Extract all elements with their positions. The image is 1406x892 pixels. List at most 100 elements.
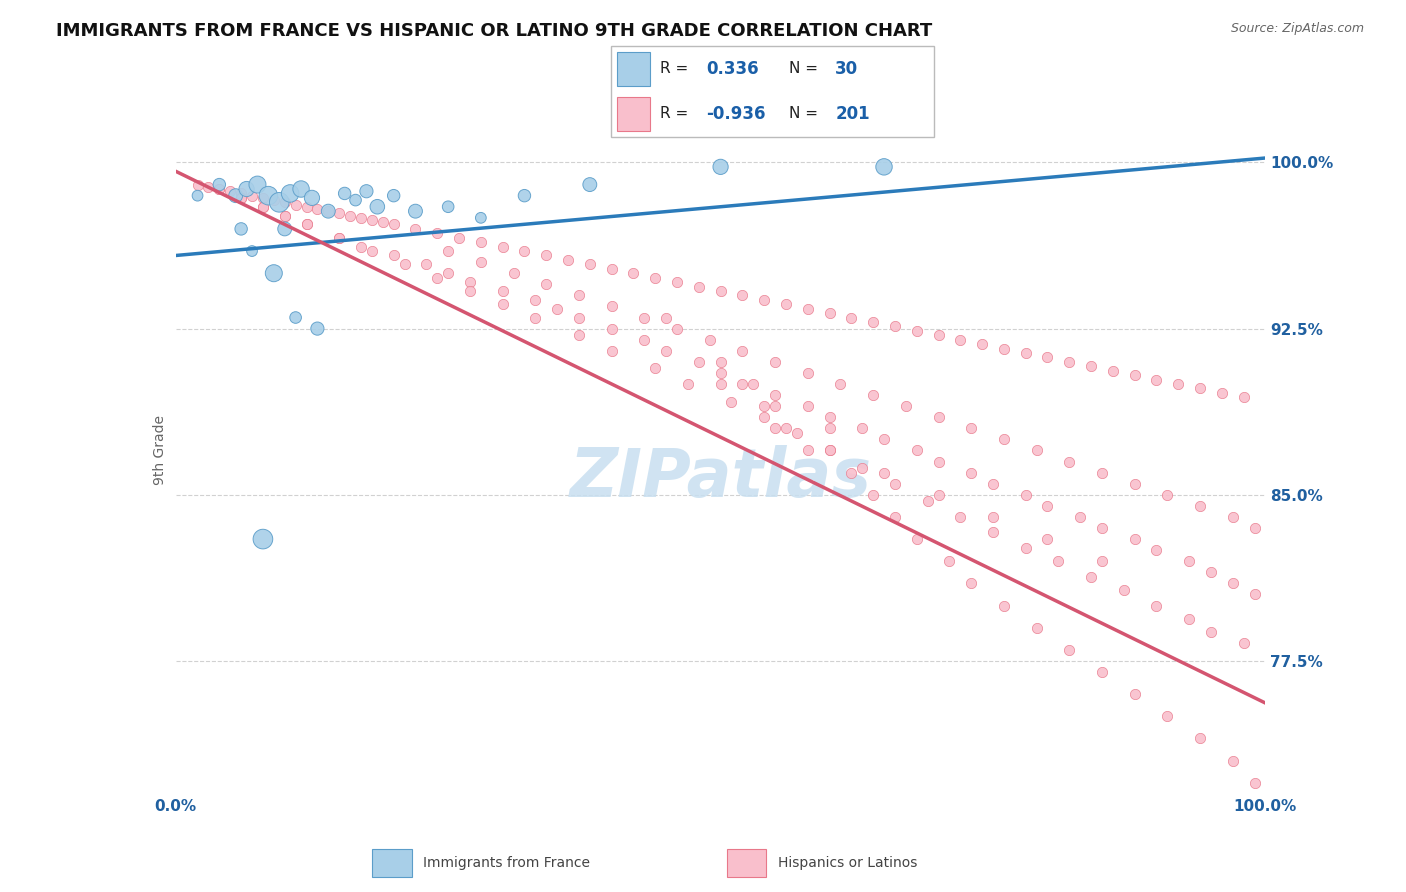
Point (356, 184, 378, 198)
Point (949, 510, 972, 524)
Point (754, 410, 776, 425)
Point (405, 222, 427, 236)
Point (862, 488, 884, 502)
Point (1232, 390, 1256, 404)
Text: R =: R = (661, 62, 693, 77)
Point (1144, 599, 1167, 613)
Point (949, 333, 972, 347)
Point (1123, 368, 1146, 383)
Point (981, 510, 1004, 524)
Point (295, 218, 318, 232)
Point (1156, 488, 1178, 502)
Point (470, 211, 492, 225)
Point (873, 466, 896, 480)
Point (1080, 359, 1102, 374)
Point (415, 257, 437, 271)
Point (284, 197, 307, 211)
Point (873, 433, 896, 447)
Point (231, 222, 253, 236)
Point (405, 204, 427, 219)
Point (307, 202, 329, 216)
Point (710, 366, 733, 380)
Point (644, 270, 666, 285)
Point (1091, 466, 1114, 480)
Point (905, 532, 928, 546)
Point (1091, 554, 1114, 568)
Bar (617, 97, 651, 131)
Point (1057, 454, 1080, 468)
Point (1025, 443, 1047, 458)
Point (851, 461, 873, 475)
Point (1015, 541, 1038, 555)
Point (1015, 488, 1038, 502)
Point (688, 279, 710, 293)
Bar (727, 849, 766, 877)
Point (231, 191, 253, 205)
Point (307, 321, 329, 335)
Point (208, 178, 231, 192)
Point (284, 310, 307, 325)
Point (274, 222, 297, 236)
Text: -0.936: -0.936 (707, 105, 766, 123)
Point (360, 213, 382, 227)
Text: Immigrants from France: Immigrants from France (423, 856, 591, 870)
Point (731, 376, 754, 391)
Point (600, 343, 623, 358)
Point (328, 231, 350, 245)
Point (492, 239, 515, 253)
Point (274, 209, 297, 223)
Point (350, 211, 373, 225)
Point (568, 310, 591, 325)
Point (633, 333, 655, 347)
Point (263, 266, 285, 280)
Point (818, 421, 841, 435)
Point (360, 244, 382, 258)
Point (621, 266, 644, 280)
Point (252, 200, 274, 214)
Point (513, 188, 536, 202)
Point (470, 235, 492, 250)
Point (1036, 351, 1059, 365)
Point (1232, 636, 1256, 650)
Point (366, 200, 388, 214)
Bar (617, 52, 651, 86)
Point (269, 195, 291, 210)
Point (231, 186, 253, 201)
Point (1189, 499, 1212, 513)
Point (290, 182, 312, 196)
Point (993, 433, 1015, 447)
Point (1036, 532, 1059, 546)
Point (710, 284, 733, 298)
Point (1025, 621, 1047, 635)
Point (339, 209, 361, 223)
Point (993, 342, 1015, 356)
Point (699, 333, 721, 347)
Point (1222, 576, 1244, 591)
Point (513, 244, 536, 258)
Point (301, 191, 323, 205)
Point (1144, 373, 1167, 387)
Point (208, 182, 231, 196)
Point (295, 218, 318, 232)
Point (524, 310, 547, 325)
Text: 201: 201 (835, 105, 870, 123)
Point (274, 209, 297, 223)
Point (862, 315, 884, 329)
Point (225, 188, 247, 202)
Point (1222, 510, 1244, 524)
Point (263, 193, 285, 207)
Point (841, 466, 863, 480)
Point (1189, 381, 1212, 395)
Point (568, 288, 591, 302)
Point (960, 466, 983, 480)
Point (240, 244, 263, 258)
Point (644, 361, 666, 376)
Point (763, 388, 786, 402)
Point (894, 399, 917, 413)
Point (219, 184, 242, 198)
Point (318, 204, 340, 219)
Point (328, 206, 350, 220)
Point (1091, 665, 1114, 679)
Point (993, 599, 1015, 613)
Point (754, 293, 776, 307)
